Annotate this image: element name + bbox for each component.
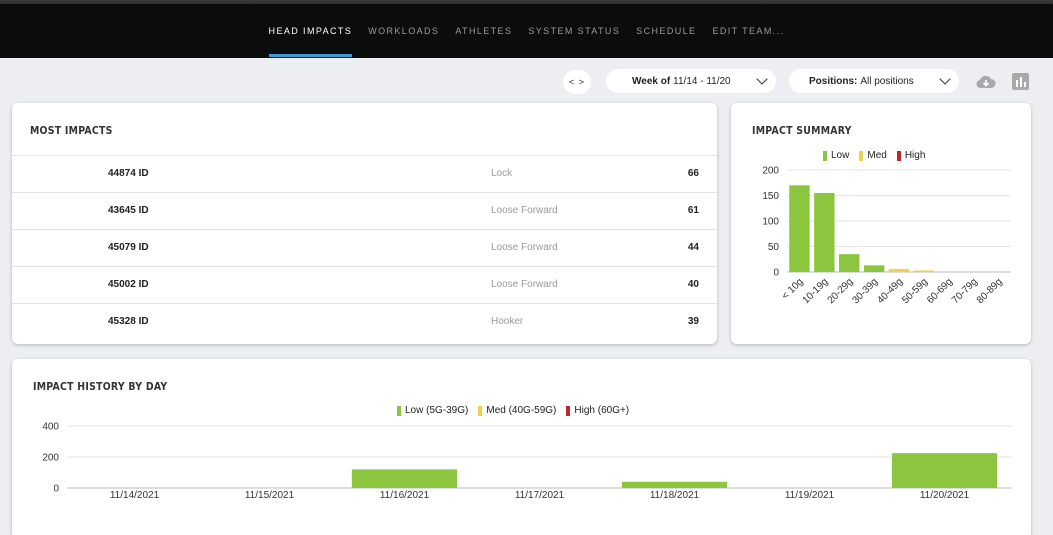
week-label: Week of [632,75,671,87]
legend-low: Low (5G-39G) [405,405,469,416]
cloud-download-icon[interactable] [976,74,996,90]
tab-edit-team[interactable]: EDIT TEAM... [712,26,785,36]
impact-history-title: IMPACT HISTORY BY DAY [33,380,168,393]
athlete-position: Hooker [491,316,524,327]
med-swatch [478,405,483,416]
impact-summary-legend: Low Med High [823,150,925,161]
x-tick-label: 11/15/2021 [245,490,295,501]
bar [839,254,860,272]
chevron-down-icon [756,73,768,85]
impact-summary-card: IMPACT SUMMARY Low Med High 0 50 100 150 200… [731,103,1031,344]
week-nav-arrows[interactable]: < > [563,70,591,94]
legend-med: Med (40G-59G) [486,405,557,416]
impact-history-card: IMPACT HISTORY BY DAY Low (5G-39G) Med (… [12,359,1031,535]
impact-count: 66 [687,168,699,179]
week-select[interactable]: Week of 11/14 - 11/20 [606,69,776,93]
impact-summary-title: IMPACT SUMMARY [752,124,852,137]
positions-select[interactable]: Positions: All positions [789,69,959,93]
low-swatch [823,150,827,161]
bar [621,481,728,488]
x-tick-label: 11/16/2021 [380,490,430,501]
impact-history-legend: Low (5G-39G) Med (40G-59G) High (60G+) [397,405,629,416]
athlete-id: 45328 ID [108,316,149,327]
athlete-position: Lock [491,168,513,179]
tab-athletes[interactable]: ATHLETES [455,26,513,36]
y-tick-label: 200 [762,166,779,177]
athlete-position: Loose Forward [491,279,558,290]
bar [863,265,885,272]
legend-med: Med [867,150,887,161]
tab-workloads[interactable]: WORKLOADS [368,26,440,36]
x-tick-label: 80-89g [975,276,1005,306]
impact-history-chart: 0 200 400 11/14/2021 11/15/2021 11/16/2021 11/… [42,422,1012,501]
table-row[interactable]: 44874 ID Lock 66 [12,155,717,192]
x-tick-label: 30-39g [850,276,880,306]
tab-schedule[interactable]: SCHEDULE [636,26,697,36]
x-tick-label: 11/14/2021 [110,490,160,501]
x-tick-label: 11/19/2021 [785,490,835,501]
tab-head-impacts[interactable]: HEAD IMPACTS [268,16,353,57]
athlete-id: 45002 ID [108,279,149,290]
most-impacts-title: MOST IMPACTS [30,124,113,137]
legend-high: High [904,150,926,161]
week-value: 11/14 - 11/20 [673,75,731,87]
high-swatch [896,150,901,161]
x-tick-label: 50-59g [900,276,930,306]
high-swatch [566,405,571,416]
athlete-id: 43645 ID [108,205,149,216]
table-row[interactable]: 45079 ID Loose Forward 44 [12,229,717,266]
bar-chart-icon[interactable] [1012,73,1029,90]
most-impacts-card: MOST IMPACTS 44874 ID Lock 66 43645 ID Loose… [12,103,717,344]
nav-tabs: HEAD IMPACTS WORKLOADS ATHLETES SYSTEM S… [268,16,785,57]
bar [891,453,998,488]
x-tick-label: 70-79g [950,276,980,306]
positions-label: Positions: [809,75,858,87]
legend-low: Low [831,150,850,161]
athlete-id: 45079 ID [108,242,149,253]
y-tick-label: 0 [53,484,59,495]
table-row[interactable]: 43645 ID Loose Forward 61 [12,192,717,229]
top-nav: HEAD IMPACTS WORKLOADS ATHLETES SYSTEM S… [0,0,1053,58]
bar [789,185,810,272]
chevron-down-icon [939,73,951,85]
tab-system-status[interactable]: SYSTEM STATUS [528,26,621,36]
athlete-position: Loose Forward [491,242,558,253]
y-tick-label: 150 [762,191,779,202]
table-row[interactable]: 45328 ID Hooker 39 [12,303,717,340]
impact-count: 44 [687,242,699,253]
y-tick-label: 50 [768,242,780,253]
x-tick-label: 60-69g [925,276,955,306]
bar [814,192,835,272]
x-tick-label: 20-29g [826,276,856,306]
x-tick-label: 11/17/2021 [515,490,565,501]
x-tick-label: 11/18/2021 [650,490,700,501]
table-row[interactable]: 45002 ID Loose Forward 40 [12,266,717,303]
bar [913,270,935,272]
med-swatch [859,150,864,161]
athlete-id: 44874 ID [108,168,149,179]
y-tick-label: 400 [42,422,59,433]
positions-value: All positions [860,75,914,87]
legend-high: High (60G+) [574,405,630,416]
low-swatch [397,405,401,416]
bar [888,268,910,272]
athlete-position: Loose Forward [491,205,558,216]
x-tick-label: 11/20/2021 [920,490,970,501]
y-tick-label: 0 [773,268,779,279]
y-tick-label: 200 [42,453,59,464]
y-tick-label: 100 [762,217,779,228]
x-tick-label: 10-19g [801,276,831,306]
impact-count: 61 [687,205,699,216]
bar [351,469,458,488]
x-tick-label: 40-49g [875,276,905,306]
impact-count: 39 [687,316,699,327]
impact-count: 40 [687,279,699,290]
